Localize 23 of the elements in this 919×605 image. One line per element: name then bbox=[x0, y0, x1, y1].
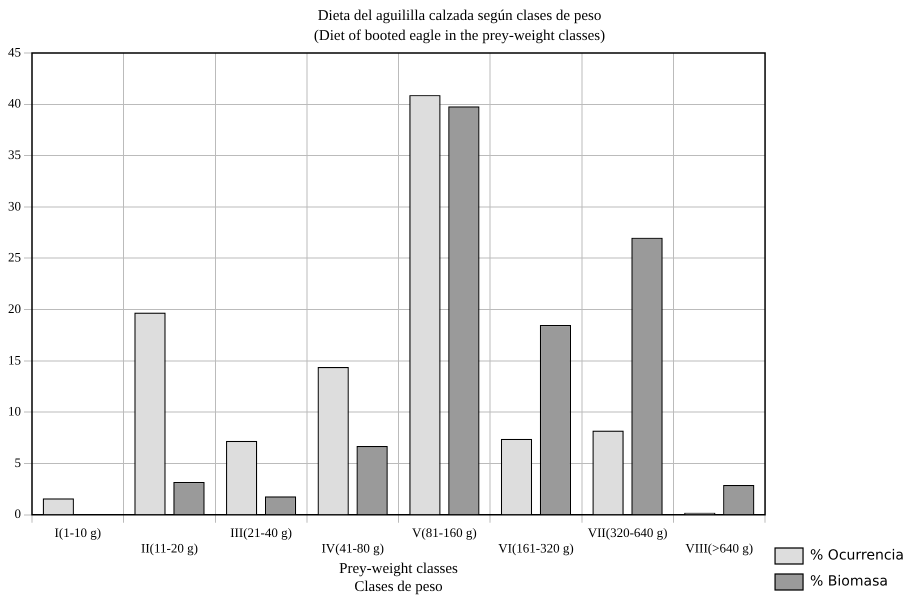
y-tick-label: 35 bbox=[8, 147, 21, 162]
chart-subtitle: (Diet of booted eagle in the prey-weight classes) bbox=[314, 28, 606, 44]
y-tick-label: 30 bbox=[8, 198, 21, 214]
x-tick-label: II(11-20 g) bbox=[140, 540, 198, 556]
x-tick-label: V(81-160 g) bbox=[412, 525, 477, 540]
y-tick-label: 0 bbox=[14, 506, 21, 522]
x-tick-label: VI(161-320 g) bbox=[498, 540, 574, 556]
chart-title: Dieta del aguililla calzada según clases de peso bbox=[318, 8, 602, 24]
x-axis-title: Prey-weight classes Clases de peso bbox=[339, 560, 458, 595]
y-tick-label: 5 bbox=[14, 454, 21, 470]
x-tick-label: IV(41-80 g) bbox=[321, 540, 384, 556]
x-tick-label: I(1-10 g) bbox=[54, 525, 102, 540]
x-tick-label: VIII(>640 g) bbox=[685, 540, 754, 556]
x-tick-label: VII(320-640 g) bbox=[588, 525, 668, 540]
x-tick-label: III(21-40 g) bbox=[230, 525, 292, 540]
y-tick-label: 45 bbox=[8, 44, 21, 60]
y-tick-label: 25 bbox=[8, 250, 21, 265]
y-tick-label: 40 bbox=[8, 96, 21, 111]
y-tick-label: 10 bbox=[8, 404, 21, 419]
legend-label: % Biomasa bbox=[810, 574, 888, 590]
y-tick-label: 20 bbox=[8, 300, 21, 316]
y-tick-label: 15 bbox=[8, 352, 21, 368]
legend-label: % Ocurrencia bbox=[810, 548, 904, 564]
